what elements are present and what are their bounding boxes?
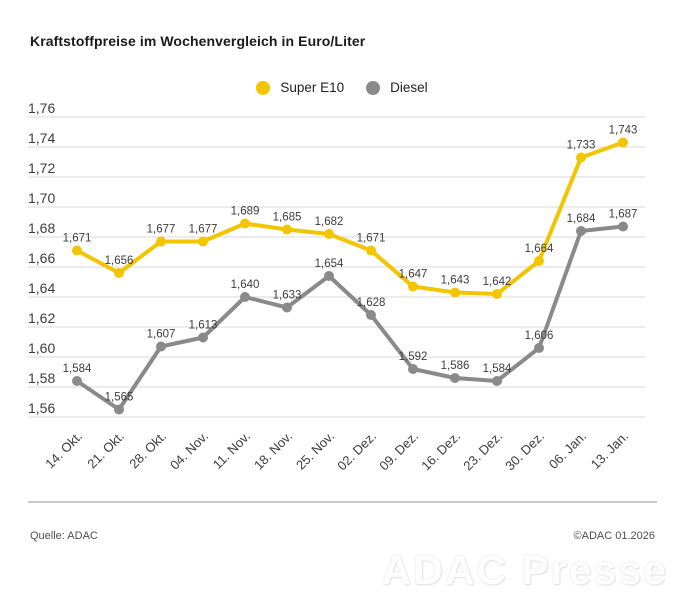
data-label-super-e10: 1,643 xyxy=(441,275,470,287)
data-point-super-e10 xyxy=(198,236,208,247)
data-point-diesel xyxy=(156,341,166,352)
data-point-diesel xyxy=(282,302,292,313)
data-point-diesel xyxy=(492,376,502,386)
x-axis-label: 28. Okt. xyxy=(126,429,169,472)
data-point-diesel xyxy=(114,404,124,415)
y-axis-label: 1,66 xyxy=(28,250,55,266)
x-axis-label: 30. Dez. xyxy=(502,429,547,474)
data-point-diesel xyxy=(408,364,418,374)
data-point-super-e10 xyxy=(156,236,166,247)
y-axis-label: 1,74 xyxy=(28,130,55,146)
series-line-diesel xyxy=(75,224,625,412)
data-point-diesel xyxy=(618,221,628,232)
data-point-super-e10 xyxy=(282,224,292,235)
y-axis-label: 1,56 xyxy=(28,400,55,416)
y-axis-label: 1,64 xyxy=(28,280,55,296)
x-axis-label: 06. Jan. xyxy=(546,429,589,472)
y-axis-label: 1,72 xyxy=(28,160,55,176)
data-point-super-e10 xyxy=(72,245,82,256)
chart-title: Kraftstoffpreise im Wochenvergleich in E… xyxy=(30,33,366,49)
x-axis-label: 04. Nov. xyxy=(167,429,211,473)
x-axis-label: 25. Nov. xyxy=(293,429,337,473)
x-axis-label: 16. Dez. xyxy=(418,429,463,474)
x-axis-label: 13. Jan. xyxy=(588,429,631,472)
data-label-super-e10: 1,689 xyxy=(231,206,260,218)
data-label-diesel: 1,654 xyxy=(315,258,344,270)
x-axis-label: 21. Okt. xyxy=(84,429,127,472)
y-axis-label: 1,70 xyxy=(28,190,55,206)
series-line-super-e10 xyxy=(75,140,625,296)
data-label-super-e10: 1,682 xyxy=(315,216,344,228)
y-axis-label: 1,68 xyxy=(28,220,55,236)
y-axis-label: 1,58 xyxy=(28,370,55,386)
footer-divider xyxy=(28,501,657,503)
source-note: Quelle: ADAC xyxy=(30,530,98,542)
data-point-diesel xyxy=(72,376,82,386)
data-label-super-e10: 1,677 xyxy=(147,224,176,236)
legend-item-diesel: Diesel xyxy=(366,80,428,95)
data-point-super-e10 xyxy=(492,289,502,299)
data-point-diesel xyxy=(240,292,250,302)
data-label-diesel: 1,606 xyxy=(525,330,554,342)
data-point-diesel xyxy=(450,373,460,383)
data-point-super-e10 xyxy=(366,245,376,256)
data-point-diesel xyxy=(324,271,334,281)
data-label-diesel: 1,584 xyxy=(483,363,512,375)
x-axis-label: 23. Dez. xyxy=(460,429,505,474)
data-label-super-e10: 1,733 xyxy=(567,140,596,152)
x-axis-label: 02. Dez. xyxy=(334,429,379,474)
x-axis-label: 14. Okt. xyxy=(42,429,85,472)
legend-item-super-e10: Super E10 xyxy=(256,80,344,95)
data-point-super-e10 xyxy=(114,268,124,278)
data-label-super-e10: 1,671 xyxy=(357,233,386,245)
data-label-diesel: 1,584 xyxy=(63,363,92,375)
data-point-diesel xyxy=(534,343,544,353)
chart-legend: Super E10 Diesel xyxy=(0,80,684,95)
data-point-super-e10 xyxy=(534,256,544,266)
y-axis-label: 1,60 xyxy=(28,340,55,356)
data-label-super-e10: 1,647 xyxy=(399,269,428,281)
copyright-note: ©ADAC 01.2026 xyxy=(573,530,656,542)
data-label-super-e10: 1,685 xyxy=(273,212,302,224)
x-axis-label: 11. Nov. xyxy=(210,429,253,472)
data-label-super-e10: 1,642 xyxy=(483,276,512,288)
data-point-super-e10 xyxy=(408,281,418,292)
x-axis-label: 18. Nov. xyxy=(251,429,295,473)
super-e10-legend-dot-icon xyxy=(256,80,271,95)
data-label-diesel: 1,592 xyxy=(399,351,428,363)
data-point-diesel xyxy=(576,226,586,236)
data-label-diesel: 1,640 xyxy=(231,279,260,291)
data-point-super-e10 xyxy=(240,218,250,229)
data-label-diesel: 1,633 xyxy=(273,290,302,302)
y-axis-label: 1,62 xyxy=(28,310,55,326)
data-label-super-e10: 1,671 xyxy=(63,233,92,245)
data-label-super-e10: 1,664 xyxy=(525,243,554,255)
data-point-super-e10 xyxy=(576,152,586,163)
data-point-super-e10 xyxy=(450,287,460,298)
data-label-diesel: 1,586 xyxy=(441,360,470,372)
y-axis-label: 1,76 xyxy=(28,100,55,116)
data-label-diesel: 1,565 xyxy=(105,392,134,404)
adac-presse-watermark: ADAC Presse xyxy=(381,547,668,593)
data-label-diesel: 1,687 xyxy=(609,209,638,221)
data-label-super-e10: 1,743 xyxy=(609,125,638,137)
data-label-diesel: 1,628 xyxy=(357,297,386,309)
data-label-diesel: 1,607 xyxy=(147,329,176,341)
legend-label-diesel: Diesel xyxy=(390,80,428,95)
data-point-super-e10 xyxy=(324,229,334,239)
data-label-super-e10: 1,677 xyxy=(189,224,218,236)
legend-label-super-e10: Super E10 xyxy=(280,80,345,95)
data-point-diesel xyxy=(198,332,208,343)
data-label-diesel: 1,684 xyxy=(567,213,596,225)
data-label-super-e10: 1,656 xyxy=(105,255,134,267)
diesel-legend-dot-icon xyxy=(366,80,381,95)
data-label-diesel: 1,613 xyxy=(189,320,218,332)
x-axis-label: 09. Dez. xyxy=(376,429,421,474)
data-point-super-e10 xyxy=(618,137,628,148)
data-point-diesel xyxy=(366,310,376,320)
